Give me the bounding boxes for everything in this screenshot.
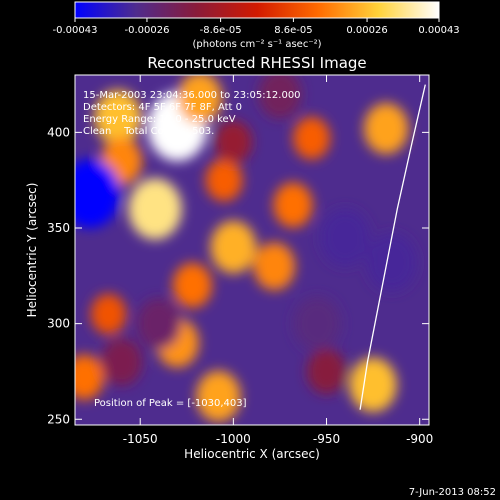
image-blob — [293, 296, 341, 351]
y-axis-label: Heliocentric Y (arcsec) — [25, 183, 39, 318]
colorbar-tick-label: -0.00043 — [53, 25, 98, 36]
colorbar-gradient — [74, 1, 440, 19]
image-blob — [100, 338, 143, 386]
image-blob — [75, 354, 104, 400]
image-blob — [319, 208, 371, 267]
image-blob — [366, 233, 417, 292]
y-tick-label: 300 — [47, 317, 70, 331]
colorbar-tick-label: 0.00043 — [418, 25, 459, 36]
image-blob — [205, 158, 243, 202]
y-tick-label: 350 — [47, 221, 70, 235]
colorbar-tick-label: 8.6e-05 — [274, 25, 312, 36]
axis-ticks: -1050 -1000 -950 -900 250 300 350 400 — [47, 75, 433, 446]
colorbar-ticks: -0.00043 -0.00026 -8.6e-05 8.6e-05 0.00026 0.… — [53, 18, 460, 36]
info-text: 15-Mar-2003 23:04:36.000 to 23:05:12.000… — [83, 90, 301, 137]
image-blob — [136, 298, 182, 350]
x-tick-label: -1050 — [123, 432, 158, 446]
image-blob — [293, 116, 331, 160]
colorbar-tick-label: 0.00026 — [346, 25, 387, 36]
plot-frame — [74, 74, 430, 426]
image-blob — [363, 103, 409, 155]
image-blob — [273, 182, 313, 228]
x-tick-label: -900 — [406, 432, 433, 446]
image-blob — [196, 370, 241, 422]
peak-position-label: Position of Peak = [-1030,403] — [94, 398, 247, 409]
x-tick-label: -950 — [313, 432, 340, 446]
info-line-time: 15-Mar-2003 23:04:36.000 to 23:05:12.000 — [83, 90, 301, 101]
image-blob — [210, 220, 257, 274]
footer-timestamp: 7-Jun-2013 08:52 — [409, 487, 496, 498]
image-blob — [75, 159, 120, 229]
colorbar: -0.00043 -0.00026 -8.6e-05 8.6e-05 0.00026 0.… — [53, 1, 460, 50]
y-tick-label: 250 — [47, 412, 70, 426]
x-tick-label: -1000 — [216, 432, 251, 446]
info-line-energy: Energy Range: 12.0 - 25.0 keV — [83, 114, 236, 125]
info-line-detectors: Detectors: 4F 5F 6F 7F 8F, Att 0 — [83, 102, 242, 113]
image-blob — [258, 75, 302, 119]
colorbar-tick-label: -8.6e-05 — [200, 25, 242, 36]
image-blob — [172, 262, 212, 308]
colorbar-unit-label: (photons cm⁻² s⁻¹ asec⁻²) — [192, 39, 321, 50]
image-blob — [214, 120, 252, 164]
y-tick-label: 400 — [47, 125, 70, 139]
image-blob — [306, 348, 347, 394]
plot-area: -1050 -1000 -950 -900 250 300 350 400 — [47, 74, 433, 446]
x-axis-label: Heliocentric X (arcsec) — [184, 447, 320, 461]
image-blob — [128, 178, 182, 240]
image-blob — [253, 242, 296, 291]
image-blob — [177, 75, 223, 124]
image-blob — [94, 89, 142, 145]
solar-limb — [359, 84, 426, 410]
image-blobs — [75, 75, 417, 422]
colorbar-tick-label: -0.00026 — [124, 25, 169, 36]
image-blob — [349, 357, 397, 413]
info-line-clean: Clean Total Counts: 503. — [83, 126, 214, 137]
image-blob — [90, 293, 127, 335]
chart-title: Reconstructed RHESSI Image — [147, 54, 366, 72]
